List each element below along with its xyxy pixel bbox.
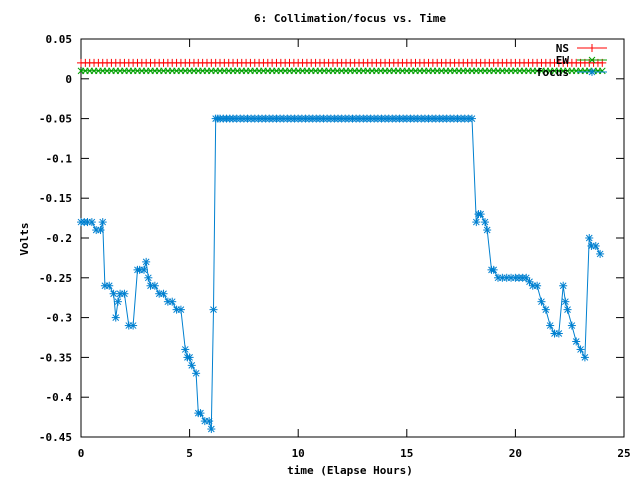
x-tick-label: 15 xyxy=(400,447,413,460)
data-point xyxy=(142,258,150,266)
data-point xyxy=(210,306,217,313)
data-point xyxy=(483,226,491,234)
legend-label-ew: EW xyxy=(556,54,570,67)
data-point xyxy=(177,306,185,313)
data-point xyxy=(144,274,152,282)
y-tick-label: 0.05 xyxy=(46,33,73,46)
y-tick-label: -0.35 xyxy=(39,351,72,364)
y-tick-label: -0.25 xyxy=(39,272,72,285)
series-group xyxy=(77,58,607,434)
y-tick-label: -0.05 xyxy=(39,113,72,126)
data-point xyxy=(97,226,104,234)
x-tick-label: 5 xyxy=(186,447,193,460)
data-point xyxy=(562,298,569,306)
data-point xyxy=(110,290,117,298)
chart-title: 6: Collimation/focus vs. Time xyxy=(254,12,446,25)
series-ew xyxy=(77,67,606,75)
data-point xyxy=(468,115,476,122)
data-point xyxy=(581,354,589,361)
y-axis-label: Volts xyxy=(18,222,31,255)
data-point xyxy=(197,409,204,417)
data-point xyxy=(592,242,600,250)
data-point xyxy=(568,322,576,329)
data-point xyxy=(481,218,489,226)
data-point xyxy=(522,274,530,282)
data-point xyxy=(99,218,107,226)
data-point xyxy=(564,306,571,313)
data-point xyxy=(546,322,554,329)
data-point xyxy=(207,425,215,433)
data-point xyxy=(105,282,113,290)
y-tick-label: -0.1 xyxy=(46,152,73,165)
data-point xyxy=(559,282,567,290)
x-tick-label: 0 xyxy=(78,447,85,460)
y-tick-label: -0.3 xyxy=(46,312,73,325)
data-point xyxy=(181,346,189,353)
data-point xyxy=(188,362,196,369)
series-ns xyxy=(77,58,607,67)
data-point xyxy=(577,346,584,353)
data-point xyxy=(192,369,200,377)
x-axis-label: time (Elapse Hours) xyxy=(287,464,413,477)
legend-marker-focus xyxy=(588,68,596,76)
y-tick-label: -0.4 xyxy=(46,391,73,404)
data-point xyxy=(121,290,128,298)
legend-label-ns: NS xyxy=(556,42,569,55)
x-tick-label: 20 xyxy=(509,447,522,460)
data-point xyxy=(477,210,485,218)
data-point xyxy=(112,314,120,321)
data-point xyxy=(88,218,96,226)
data-point xyxy=(490,266,498,274)
y-tick-label: 0 xyxy=(65,73,72,86)
data-point xyxy=(160,290,167,298)
data-point xyxy=(129,322,137,329)
data-point xyxy=(533,282,541,290)
data-point xyxy=(186,354,193,361)
data-point xyxy=(596,250,604,258)
data-point xyxy=(151,282,159,290)
data-point xyxy=(572,338,580,345)
data-point xyxy=(598,67,606,75)
y-tick-label: -0.2 xyxy=(46,232,73,245)
data-point xyxy=(538,298,545,306)
plot-border xyxy=(80,38,625,438)
data-point xyxy=(585,234,593,242)
data-point xyxy=(140,266,148,274)
data-point xyxy=(542,306,550,313)
x-tick-label: 25 xyxy=(617,447,630,460)
y-tick-label: -0.45 xyxy=(39,431,72,444)
legend-label-focus: focus xyxy=(536,66,569,79)
x-tick-label: 10 xyxy=(292,447,305,460)
plot-frame: 0.05 0 -0.05 -0.1 -0.15 -0.2 -0.25 -0.3 -0.35 -0.… xyxy=(39,33,631,460)
data-point xyxy=(114,298,122,306)
data-point xyxy=(168,298,176,306)
legend-marker-ew xyxy=(588,56,596,64)
data-point xyxy=(555,330,563,337)
series-focus xyxy=(77,114,605,434)
data-point xyxy=(526,278,533,286)
data-point xyxy=(472,218,480,226)
y-tick-label: -0.15 xyxy=(39,192,72,205)
data-point xyxy=(205,417,213,425)
